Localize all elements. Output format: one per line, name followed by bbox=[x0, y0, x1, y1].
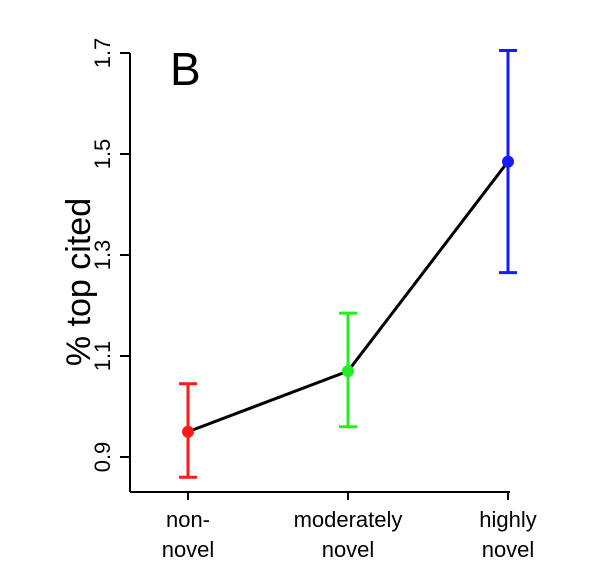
point-layer bbox=[182, 155, 514, 438]
data-point bbox=[502, 155, 514, 168]
data-point bbox=[342, 365, 354, 378]
x-tick-label: non-novel bbox=[162, 507, 215, 562]
y-axis-label: % top cited bbox=[60, 198, 98, 366]
y-axis: 0.9 1.1 1.3 1.5 1.7 bbox=[90, 38, 131, 492]
data-point bbox=[182, 425, 194, 438]
x-axis: non-novel moderately novel highly novel bbox=[130, 491, 537, 562]
x-tick-label: moderately novel bbox=[294, 507, 403, 562]
y-tick-label: 1.5 bbox=[90, 139, 115, 170]
error-bar-layer bbox=[179, 48, 517, 479]
y-tick-label: 0.9 bbox=[90, 442, 115, 473]
y-tick-label: 1.1 bbox=[90, 341, 115, 372]
x-tick-label: highly novel bbox=[479, 507, 536, 562]
panel-label: B bbox=[170, 43, 201, 95]
y-tick-label: 1.3 bbox=[90, 240, 115, 271]
y-tick-label: 1.7 bbox=[90, 38, 115, 69]
